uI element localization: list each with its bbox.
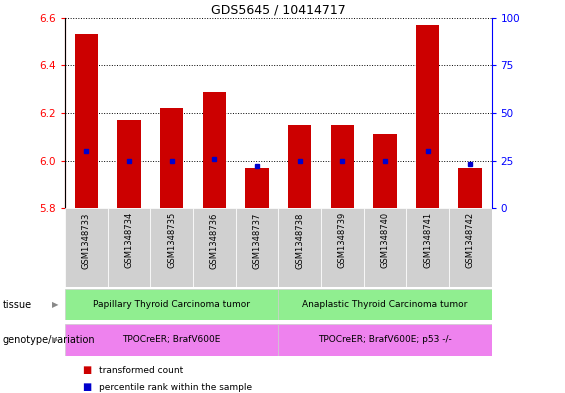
Text: ■: ■ <box>82 382 91 392</box>
Bar <box>279 289 492 320</box>
Text: Papillary Thyroid Carcinoma tumor: Papillary Thyroid Carcinoma tumor <box>93 300 250 309</box>
Bar <box>65 208 107 287</box>
Bar <box>406 208 449 287</box>
Text: GSM1348733: GSM1348733 <box>82 212 91 268</box>
Bar <box>65 324 278 356</box>
Bar <box>279 324 492 356</box>
Text: transformed count: transformed count <box>99 366 183 375</box>
Bar <box>193 208 236 287</box>
Text: percentile rank within the sample: percentile rank within the sample <box>99 383 252 391</box>
Text: ■: ■ <box>82 365 91 375</box>
Bar <box>364 208 406 287</box>
Bar <box>160 108 184 208</box>
Text: GSM1348742: GSM1348742 <box>466 212 475 268</box>
Text: TPOCreER; BrafV600E; p53 -/-: TPOCreER; BrafV600E; p53 -/- <box>318 336 452 344</box>
Bar <box>150 208 193 287</box>
Text: genotype/variation: genotype/variation <box>3 335 95 345</box>
Bar <box>458 168 482 208</box>
Text: GSM1348739: GSM1348739 <box>338 212 347 268</box>
Bar <box>331 125 354 208</box>
Text: ▶: ▶ <box>52 336 59 344</box>
Text: ▶: ▶ <box>52 300 59 309</box>
Bar <box>117 120 141 208</box>
Bar <box>245 168 269 208</box>
Bar <box>202 92 226 208</box>
Bar <box>75 34 98 208</box>
Text: Anaplastic Thyroid Carcinoma tumor: Anaplastic Thyroid Carcinoma tumor <box>302 300 468 309</box>
Text: GSM1348734: GSM1348734 <box>124 212 133 268</box>
Text: GSM1348738: GSM1348738 <box>295 212 304 268</box>
Text: GSM1348741: GSM1348741 <box>423 212 432 268</box>
Text: TPOCreER; BrafV600E: TPOCreER; BrafV600E <box>123 336 221 344</box>
Bar <box>373 134 397 208</box>
Bar <box>321 208 364 287</box>
Text: GSM1348740: GSM1348740 <box>380 212 389 268</box>
Bar <box>236 208 278 287</box>
Bar <box>416 25 440 208</box>
Text: tissue: tissue <box>3 299 32 310</box>
Text: GSM1348735: GSM1348735 <box>167 212 176 268</box>
Bar <box>65 289 278 320</box>
Bar <box>107 208 150 287</box>
Bar <box>288 125 311 208</box>
Title: GDS5645 / 10414717: GDS5645 / 10414717 <box>211 4 346 17</box>
Text: GSM1348736: GSM1348736 <box>210 212 219 268</box>
Bar <box>279 208 321 287</box>
Text: GSM1348737: GSM1348737 <box>253 212 262 268</box>
Bar <box>449 208 492 287</box>
